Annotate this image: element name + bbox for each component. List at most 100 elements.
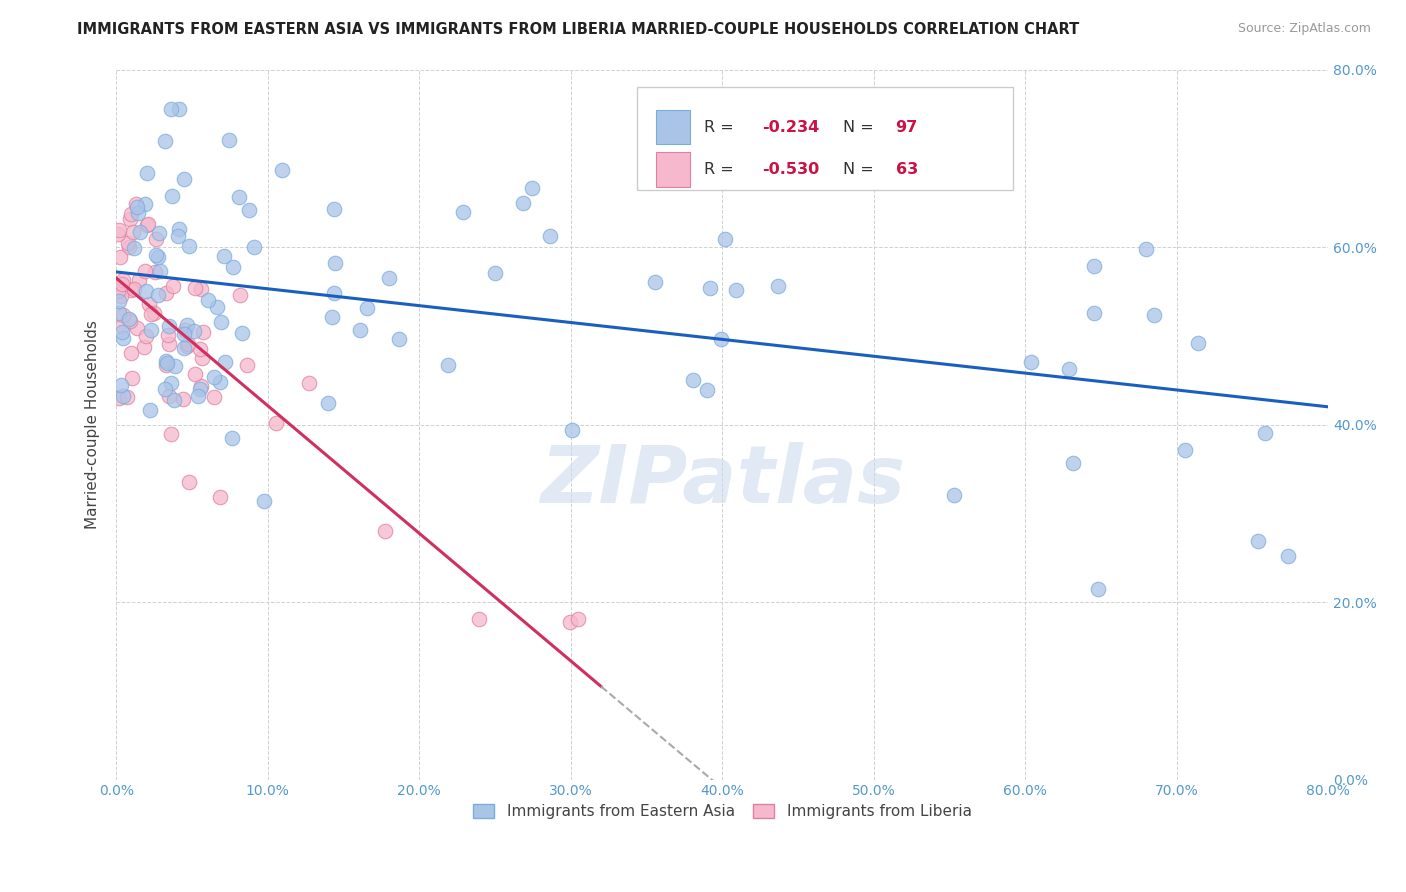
Point <box>107 285 129 299</box>
Point <box>118 314 141 328</box>
Point <box>162 279 184 293</box>
Point <box>127 200 149 214</box>
Point <box>512 195 534 210</box>
Point <box>298 376 321 390</box>
Point <box>172 392 194 406</box>
Point <box>190 282 212 296</box>
Point <box>177 475 200 490</box>
Point <box>209 315 232 329</box>
Point <box>1135 242 1157 256</box>
Point <box>111 273 134 287</box>
Point <box>270 162 292 177</box>
Point <box>222 260 245 274</box>
Text: 63: 63 <box>896 162 918 177</box>
Point <box>191 351 214 366</box>
Point <box>188 382 211 396</box>
Point <box>169 102 191 116</box>
Point <box>153 382 176 396</box>
Point <box>121 371 143 385</box>
Y-axis label: Married-couple Households: Married-couple Households <box>86 320 100 529</box>
Point <box>188 343 211 357</box>
Point <box>699 281 721 295</box>
Text: N =: N = <box>844 162 879 177</box>
Point <box>177 337 200 351</box>
Point <box>110 289 132 303</box>
Point <box>145 248 167 262</box>
Point <box>1174 443 1197 458</box>
Point <box>153 135 176 149</box>
Point <box>148 288 170 302</box>
Point <box>176 318 198 332</box>
Point <box>208 490 231 504</box>
Text: -0.530: -0.530 <box>762 162 820 177</box>
Point <box>228 190 250 204</box>
Text: -0.234: -0.234 <box>762 120 820 135</box>
Point <box>173 326 195 341</box>
Point <box>120 206 142 220</box>
Point <box>110 377 132 392</box>
Point <box>138 297 160 311</box>
Point <box>112 389 135 403</box>
Point <box>110 250 132 264</box>
Point <box>1019 355 1042 369</box>
Legend: Immigrants from Eastern Asia, Immigrants from Liberia: Immigrants from Eastern Asia, Immigrants… <box>467 797 977 825</box>
Point <box>323 202 346 217</box>
Bar <box>655 153 689 186</box>
Point <box>644 276 666 290</box>
Point <box>173 323 195 337</box>
Point <box>120 283 142 297</box>
Text: ZIPatlas: ZIPatlas <box>540 442 904 520</box>
Point <box>316 396 339 410</box>
Point <box>166 229 188 244</box>
Point <box>107 222 129 236</box>
Point <box>378 270 401 285</box>
Point <box>388 332 411 346</box>
Point <box>321 310 343 324</box>
Point <box>107 227 129 241</box>
Point <box>156 356 179 370</box>
Point <box>236 358 259 372</box>
Point <box>167 221 190 235</box>
Point <box>128 273 150 287</box>
Point <box>160 189 183 203</box>
Point <box>1062 456 1084 470</box>
Point <box>173 342 195 356</box>
Point <box>118 312 141 326</box>
Point <box>228 288 250 302</box>
Text: IMMIGRANTS FROM EASTERN ASIA VS IMMIGRANTS FROM LIBERIA MARRIED-COUPLE HOUSEHOLD: IMMIGRANTS FROM EASTERN ASIA VS IMMIGRAN… <box>77 22 1080 37</box>
Point <box>139 307 162 321</box>
Point <box>135 328 157 343</box>
Point <box>157 389 180 403</box>
Point <box>114 45 136 59</box>
Point <box>111 277 134 291</box>
Text: R =: R = <box>704 120 740 135</box>
Point <box>125 197 148 211</box>
Point <box>122 282 145 296</box>
Point <box>356 301 378 315</box>
Point <box>115 390 138 404</box>
Point <box>156 328 179 343</box>
Point <box>202 370 225 384</box>
Point <box>118 239 141 253</box>
Point <box>484 266 506 280</box>
Point <box>120 211 142 226</box>
Point <box>142 306 165 320</box>
Point <box>221 431 243 445</box>
Point <box>243 240 266 254</box>
Bar <box>655 111 689 145</box>
Point <box>197 293 219 307</box>
Point <box>710 332 733 346</box>
Point <box>1057 362 1080 376</box>
Point <box>162 392 184 407</box>
Point <box>129 225 152 239</box>
Point <box>202 390 225 404</box>
Point <box>451 204 474 219</box>
Point <box>184 281 207 295</box>
Point <box>436 358 458 372</box>
Point <box>374 524 396 538</box>
Point <box>1083 260 1105 274</box>
Point <box>155 358 177 372</box>
Point <box>108 293 131 308</box>
Point <box>139 323 162 337</box>
Point <box>214 354 236 368</box>
